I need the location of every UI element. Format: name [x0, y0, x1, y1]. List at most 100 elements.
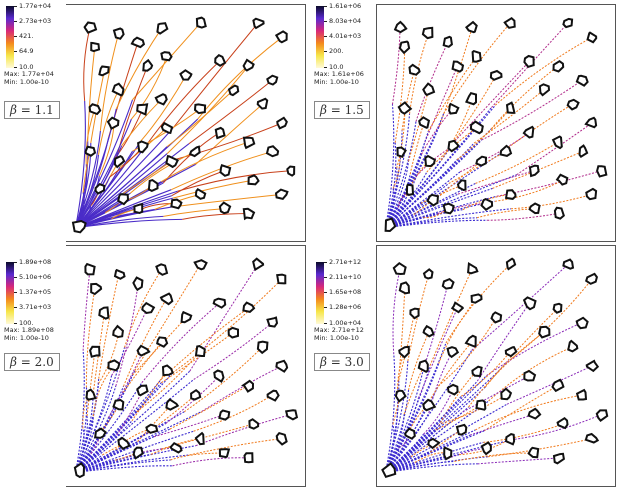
node-blob	[286, 165, 296, 177]
trunk-edge	[385, 398, 419, 473]
node-blob	[242, 301, 256, 313]
beta-label: β = 1.5	[314, 101, 370, 119]
trunk-edge	[75, 459, 171, 474]
edge-group	[75, 22, 292, 229]
node-blob	[84, 145, 97, 157]
node-blob	[505, 433, 516, 446]
trunk-edge	[385, 403, 508, 473]
node-blob	[417, 359, 429, 374]
node-blob	[180, 310, 193, 324]
node-blob	[113, 155, 126, 169]
trunk-edge	[75, 434, 118, 473]
colorbar	[316, 6, 324, 68]
colorbar-tick: 4.01e+03	[324, 33, 361, 40]
branch-edge	[409, 32, 430, 114]
branch-edge	[486, 321, 583, 377]
branch-edge	[403, 365, 425, 415]
colorbar-tick: 10.0	[14, 64, 33, 71]
branch-edge	[438, 317, 497, 387]
node-blob	[584, 116, 598, 129]
node-blob	[392, 261, 407, 276]
trunk-edge	[385, 369, 424, 473]
node-blob	[448, 102, 460, 115]
transport-network-plot	[384, 16, 608, 233]
node-blob	[155, 263, 169, 276]
branch-edge	[161, 141, 249, 183]
transport-network-plot	[381, 257, 609, 478]
node-blob	[398, 40, 411, 55]
branch-edge	[83, 27, 91, 102]
node-blob	[242, 136, 256, 150]
node-blob	[141, 301, 156, 315]
node-blob	[523, 54, 535, 68]
node-blob	[265, 145, 280, 158]
node-blob	[83, 21, 98, 34]
node-blob	[160, 121, 174, 134]
branch-edge	[188, 79, 273, 145]
node-blob	[98, 65, 110, 77]
node-blob	[227, 84, 240, 97]
colorbar-tick: 100.	[14, 320, 33, 327]
branch-edge	[141, 302, 220, 384]
node-blob	[427, 437, 441, 450]
trunk-edge	[385, 361, 409, 473]
node-blob	[384, 217, 397, 233]
colorbar-tick: 8.03e+04	[324, 18, 361, 25]
node-blob	[112, 27, 125, 40]
node-blob	[132, 446, 144, 460]
node-blob	[418, 116, 431, 129]
node-blob	[248, 418, 260, 430]
trunk-edge	[385, 389, 410, 473]
branch-edge	[172, 457, 249, 467]
node-blob	[381, 462, 397, 478]
node-blob	[214, 126, 226, 140]
trunk-edge	[385, 365, 431, 473]
branch-edge	[423, 208, 449, 219]
node-blob	[98, 306, 110, 320]
branch-edge	[87, 46, 96, 142]
trunk-edge	[385, 219, 488, 229]
branch-edge	[468, 331, 545, 408]
node-blob	[553, 206, 565, 220]
node-blob	[596, 165, 608, 178]
branch-edge	[116, 389, 144, 436]
branch-edge	[172, 179, 254, 199]
branch-edge	[82, 269, 91, 351]
branch-edge	[134, 264, 201, 371]
colorbar-tick: 200.	[324, 48, 343, 55]
colorbar-tick: 1.00e+04	[324, 320, 361, 327]
node-blob	[528, 164, 540, 178]
node-blob	[94, 183, 106, 195]
node-blob	[446, 346, 460, 359]
node-blob	[471, 49, 482, 63]
node-blob	[442, 202, 455, 215]
branch-edge	[115, 283, 139, 387]
colorbar-max: Max: 2.71e+12	[314, 326, 364, 334]
node-blob	[90, 282, 103, 296]
node-group	[71, 16, 296, 234]
trunk-edge	[75, 372, 174, 473]
branch-edge	[420, 184, 463, 204]
node-blob	[562, 258, 575, 270]
trunk-edge	[385, 126, 440, 229]
branch-edge	[408, 331, 430, 391]
node-blob	[73, 462, 86, 479]
node-blob	[130, 36, 146, 49]
branch-edge	[396, 108, 406, 169]
node-blob	[117, 436, 131, 451]
node-blob	[159, 292, 174, 306]
branch-edge	[494, 179, 564, 202]
branch-edge	[439, 160, 482, 196]
node-blob	[500, 387, 513, 401]
node-blob	[480, 197, 494, 211]
colorbar	[316, 262, 324, 324]
node-blob	[538, 83, 551, 97]
node-blob	[422, 268, 434, 280]
node-blob	[422, 82, 436, 97]
branch-edge	[454, 60, 530, 142]
node-blob	[585, 187, 598, 201]
node-blob	[190, 388, 202, 401]
node-blob	[136, 103, 149, 116]
branch-edge	[166, 89, 235, 148]
trunk-edge	[385, 154, 423, 229]
